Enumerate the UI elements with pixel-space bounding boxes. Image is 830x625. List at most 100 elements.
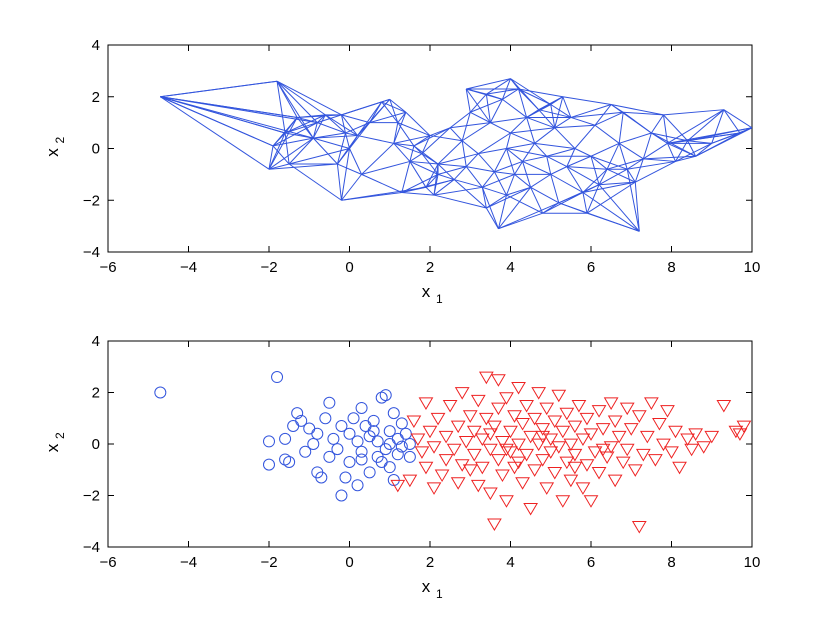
data-point-circle [327,432,340,445]
data-point-circle [347,412,360,425]
graph-edge [570,104,612,118]
graph-edge [268,137,314,170]
graph-edge [481,187,487,209]
graph-edge [662,114,668,144]
graph-edge [433,179,455,196]
graph-edge [316,114,326,123]
graph-edge [413,127,451,147]
graph-edge [687,140,712,144]
graph-edge [590,142,620,157]
x-tick-label: 0 [345,259,353,276]
graph-edge [723,109,741,134]
data-point-circle [355,401,368,414]
graph-edge [687,109,725,142]
graph-edge [437,166,467,175]
data-point-triangle [684,443,699,457]
graph-edge [667,127,752,144]
data-point-triangle [503,425,518,439]
graph-edge [493,171,507,196]
graph-edge [272,117,298,147]
graph-edge [570,116,596,126]
data-point-triangle [607,474,623,488]
data-point-triangle [535,430,551,444]
graph-edge [405,111,431,136]
graph-edge [494,160,523,173]
data-point-triangle [656,438,671,452]
graph-edge [433,186,483,196]
graph-edge [312,137,338,165]
graph-edge [454,179,483,188]
graph-edge [469,93,487,113]
graph-edge [357,99,391,136]
x-axis-label: x [422,577,431,596]
data-point-triangle [559,407,575,421]
data-point-circle [355,453,368,466]
graph-edge [675,140,689,162]
graph-edge [461,140,479,155]
x-tick-label: 10 [744,259,761,276]
data-point-triangle [515,477,530,490]
data-point-triangle [426,441,442,454]
graph-edge [401,173,439,193]
data-point-triangle [535,423,551,436]
graph-edge [651,132,696,157]
graph-edge [538,109,556,129]
graph-edge [642,132,652,159]
graph-edge [393,142,423,155]
graph-edge [296,117,314,139]
data-point-triangle [483,487,498,501]
data-point-triangle [466,425,482,439]
graph-edge [623,111,664,116]
data-point-triangle [470,394,486,408]
graph-edge [598,168,628,186]
y-axis-label-subscript: 2 [53,137,67,144]
graph-edge [506,174,515,196]
graph-edge [341,114,370,124]
graph-edge [598,168,608,185]
graph-edge [574,124,596,149]
data-point-triangle [736,420,752,434]
graph-edge [450,122,491,129]
data-point-triangle [539,482,555,495]
data-point-triangle [547,466,563,480]
data-point-triangle [579,459,595,472]
graph-edge [340,114,346,134]
data-point-triangle [567,420,583,434]
graph-edge [558,184,600,204]
graph-edge [336,132,346,165]
graph-edge [478,132,511,155]
graph-edge [506,142,535,149]
graph-edge [538,109,571,118]
graph-edge [530,173,552,188]
graph-edge [514,173,531,188]
graph-edge [425,163,439,188]
graph-edge [486,88,519,95]
x-axis-label-subscript: 1 [436,587,443,601]
graph-edge [566,166,584,193]
data-point-triangle [648,454,663,467]
data-point-triangle [531,387,547,400]
graph-edge [502,88,519,100]
graph-edge [554,96,564,128]
data-point-triangle [728,425,744,439]
graph-edge [268,132,286,170]
data-point-triangle [499,443,514,457]
graph-edge [433,194,487,209]
graph-edge [598,184,640,232]
data-point-circle [387,407,400,420]
data-point-triangle [567,448,583,462]
graph-edge [498,187,532,230]
data-point-triangle [470,479,486,493]
graph-edge [510,78,540,111]
graph-edge [566,155,592,168]
data-point-triangle [426,482,442,495]
graph-edge [160,96,314,139]
graph-edge [667,143,676,162]
graph-edge [344,132,350,149]
data-point-triangle [551,441,567,454]
data-point-circle [271,371,284,384]
graph-edge [465,88,471,113]
graph-edge [606,143,620,170]
graph-edge [453,166,467,180]
